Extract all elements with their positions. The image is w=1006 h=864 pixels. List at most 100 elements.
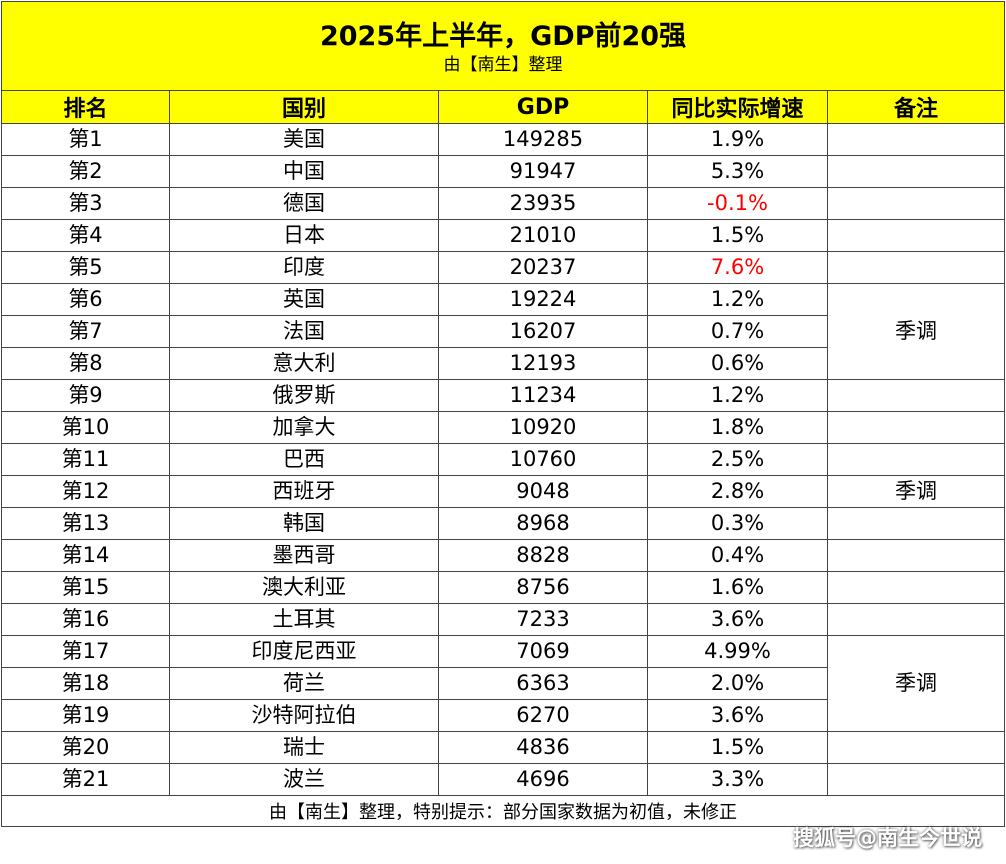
growth-cell: 3.3% bbox=[647, 763, 828, 796]
note-empty-cell bbox=[826, 411, 1006, 444]
rank-cell: 第11 bbox=[1, 443, 170, 476]
gdp-cell: 10760 bbox=[438, 443, 648, 476]
table-row: 第13 韩国 8968 0.3% bbox=[1, 507, 1006, 540]
gdp-cell: 6363 bbox=[438, 667, 648, 700]
country-cell: 墨西哥 bbox=[169, 539, 439, 572]
country-cell: 加拿大 bbox=[169, 411, 439, 444]
table-row: 第19 沙特阿拉伯 6270 3.6% bbox=[1, 699, 1005, 732]
growth-cell: 1.2% bbox=[647, 379, 828, 412]
rank-cell: 第19 bbox=[1, 699, 170, 732]
note-empty-cell bbox=[826, 123, 1006, 156]
rank-cell: 第9 bbox=[1, 379, 170, 412]
growth-cell: 3.6% bbox=[647, 603, 828, 636]
country-cell: 澳大利亚 bbox=[169, 571, 439, 604]
country-cell: 巴西 bbox=[169, 443, 439, 476]
header-country: 国别 bbox=[169, 90, 439, 124]
note-empty-cell bbox=[826, 539, 1006, 572]
note-empty-cell bbox=[826, 571, 1006, 604]
header-gdp: GDP bbox=[438, 90, 648, 124]
table-row: 第18 荷兰 6363 2.0% bbox=[1, 667, 1005, 700]
rank-cell: 第8 bbox=[1, 347, 170, 380]
country-cell: 韩国 bbox=[169, 507, 439, 540]
note-cell: 季调 bbox=[826, 635, 1006, 732]
growth-cell: 4.99% bbox=[647, 635, 828, 668]
table-row: 第21 波兰 4696 3.3% bbox=[1, 763, 1006, 796]
table-row: 第10 加拿大 10920 1.8% bbox=[1, 411, 1006, 444]
country-cell: 法国 bbox=[169, 315, 439, 348]
rank-cell: 第10 bbox=[1, 411, 170, 444]
gdp-cell: 9048 bbox=[438, 475, 648, 508]
gdp-cell: 11234 bbox=[438, 379, 648, 412]
header-note: 备注 bbox=[826, 90, 1006, 124]
gdp-cell: 8828 bbox=[438, 539, 648, 572]
rank-cell: 第12 bbox=[1, 475, 170, 508]
rank-cell: 第4 bbox=[1, 219, 170, 252]
gdp-table: 2025年上半年，GDP前20强 由【南生】整理 排名 国别 GDP 同比实际增… bbox=[0, 1, 1006, 827]
note-cell: 季调 bbox=[826, 475, 1006, 508]
country-cell: 英国 bbox=[169, 283, 439, 316]
country-cell: 德国 bbox=[169, 187, 439, 220]
rank-cell: 第16 bbox=[1, 603, 170, 636]
table-row: 第4 日本 21010 1.5% bbox=[1, 219, 1006, 252]
table-row: 第6 英国 19224 1.2% 季调 bbox=[1, 283, 1006, 380]
country-cell: 荷兰 bbox=[169, 667, 439, 700]
table-row: 第11 巴西 10760 2.5% bbox=[1, 443, 1006, 476]
country-cell: 印度尼西亚 bbox=[169, 635, 439, 668]
country-cell: 美国 bbox=[169, 123, 439, 156]
gdp-cell: 7069 bbox=[438, 635, 648, 668]
growth-cell: 1.5% bbox=[647, 219, 828, 252]
gdp-cell: 20237 bbox=[438, 251, 648, 284]
growth-cell: 1.9% bbox=[647, 123, 828, 156]
table-row: 第2 中国 91947 5.3% bbox=[1, 155, 1006, 188]
note-empty-cell bbox=[826, 155, 1006, 188]
note-empty-cell bbox=[826, 603, 1006, 636]
growth-cell: 1.2% bbox=[647, 283, 828, 316]
header-row: 排名 国别 GDP 同比实际增速 备注 bbox=[1, 90, 1006, 124]
growth-cell: 5.3% bbox=[647, 155, 828, 188]
country-cell: 土耳其 bbox=[169, 603, 439, 636]
gdp-cell: 8756 bbox=[438, 571, 648, 604]
footer-row: 由【南生】整理，特别提示：部分国家数据为初值，未修正 bbox=[0, 795, 1006, 827]
growth-cell: 1.8% bbox=[647, 411, 828, 444]
header-growth: 同比实际增速 bbox=[647, 90, 828, 124]
table-row: 第9 俄罗斯 11234 1.2% bbox=[1, 379, 1006, 412]
growth-cell: 1.6% bbox=[647, 571, 828, 604]
gdp-cell: 4696 bbox=[438, 763, 648, 796]
rank-cell: 第2 bbox=[1, 155, 170, 188]
table-row: 第12 西班牙 9048 2.8% 季调 bbox=[1, 475, 1006, 508]
rank-cell: 第18 bbox=[1, 667, 170, 700]
growth-cell: 0.3% bbox=[647, 507, 828, 540]
rank-cell: 第21 bbox=[1, 763, 170, 796]
note-empty-cell bbox=[826, 731, 1006, 764]
rank-cell: 第14 bbox=[1, 539, 170, 572]
rank-cell: 第13 bbox=[1, 507, 170, 540]
gdp-cell: 21010 bbox=[438, 219, 648, 252]
rank-cell: 第5 bbox=[1, 251, 170, 284]
country-cell: 沙特阿拉伯 bbox=[169, 699, 439, 732]
note-empty-cell bbox=[826, 763, 1006, 796]
gdp-cell: 149285 bbox=[438, 123, 648, 156]
table-row: 第15 澳大利亚 8756 1.6% bbox=[1, 571, 1006, 604]
country-cell: 意大利 bbox=[169, 347, 439, 380]
growth-cell: 3.6% bbox=[647, 699, 828, 732]
gdp-cell: 19224 bbox=[438, 283, 648, 316]
gdp-cell: 91947 bbox=[438, 155, 648, 188]
growth-cell: 0.6% bbox=[647, 347, 828, 380]
rank-cell: 第3 bbox=[1, 187, 170, 220]
growth-cell: 2.0% bbox=[647, 667, 828, 700]
note-empty-cell bbox=[826, 443, 1006, 476]
gdp-cell: 16207 bbox=[438, 315, 648, 348]
table-row: 第14 墨西哥 8828 0.4% bbox=[1, 539, 1006, 572]
note-empty-cell bbox=[826, 507, 1006, 540]
rank-cell: 第17 bbox=[1, 635, 170, 668]
gdp-cell: 8968 bbox=[438, 507, 648, 540]
note-empty-cell bbox=[826, 251, 1006, 284]
table-row: 第1 美国 149285 1.9% bbox=[1, 123, 1006, 156]
rank-cell: 第7 bbox=[1, 315, 170, 348]
footer-note: 由【南生】整理，特别提示：部分国家数据为初值，未修正 bbox=[0, 795, 1006, 827]
watermark: 搜狐号@南生今世说 bbox=[793, 826, 982, 850]
growth-cell: 0.7% bbox=[647, 315, 828, 348]
table-title: 2025年上半年，GDP前20强 bbox=[319, 21, 687, 52]
table-row: 第20 瑞士 4836 1.5% bbox=[1, 731, 1006, 764]
